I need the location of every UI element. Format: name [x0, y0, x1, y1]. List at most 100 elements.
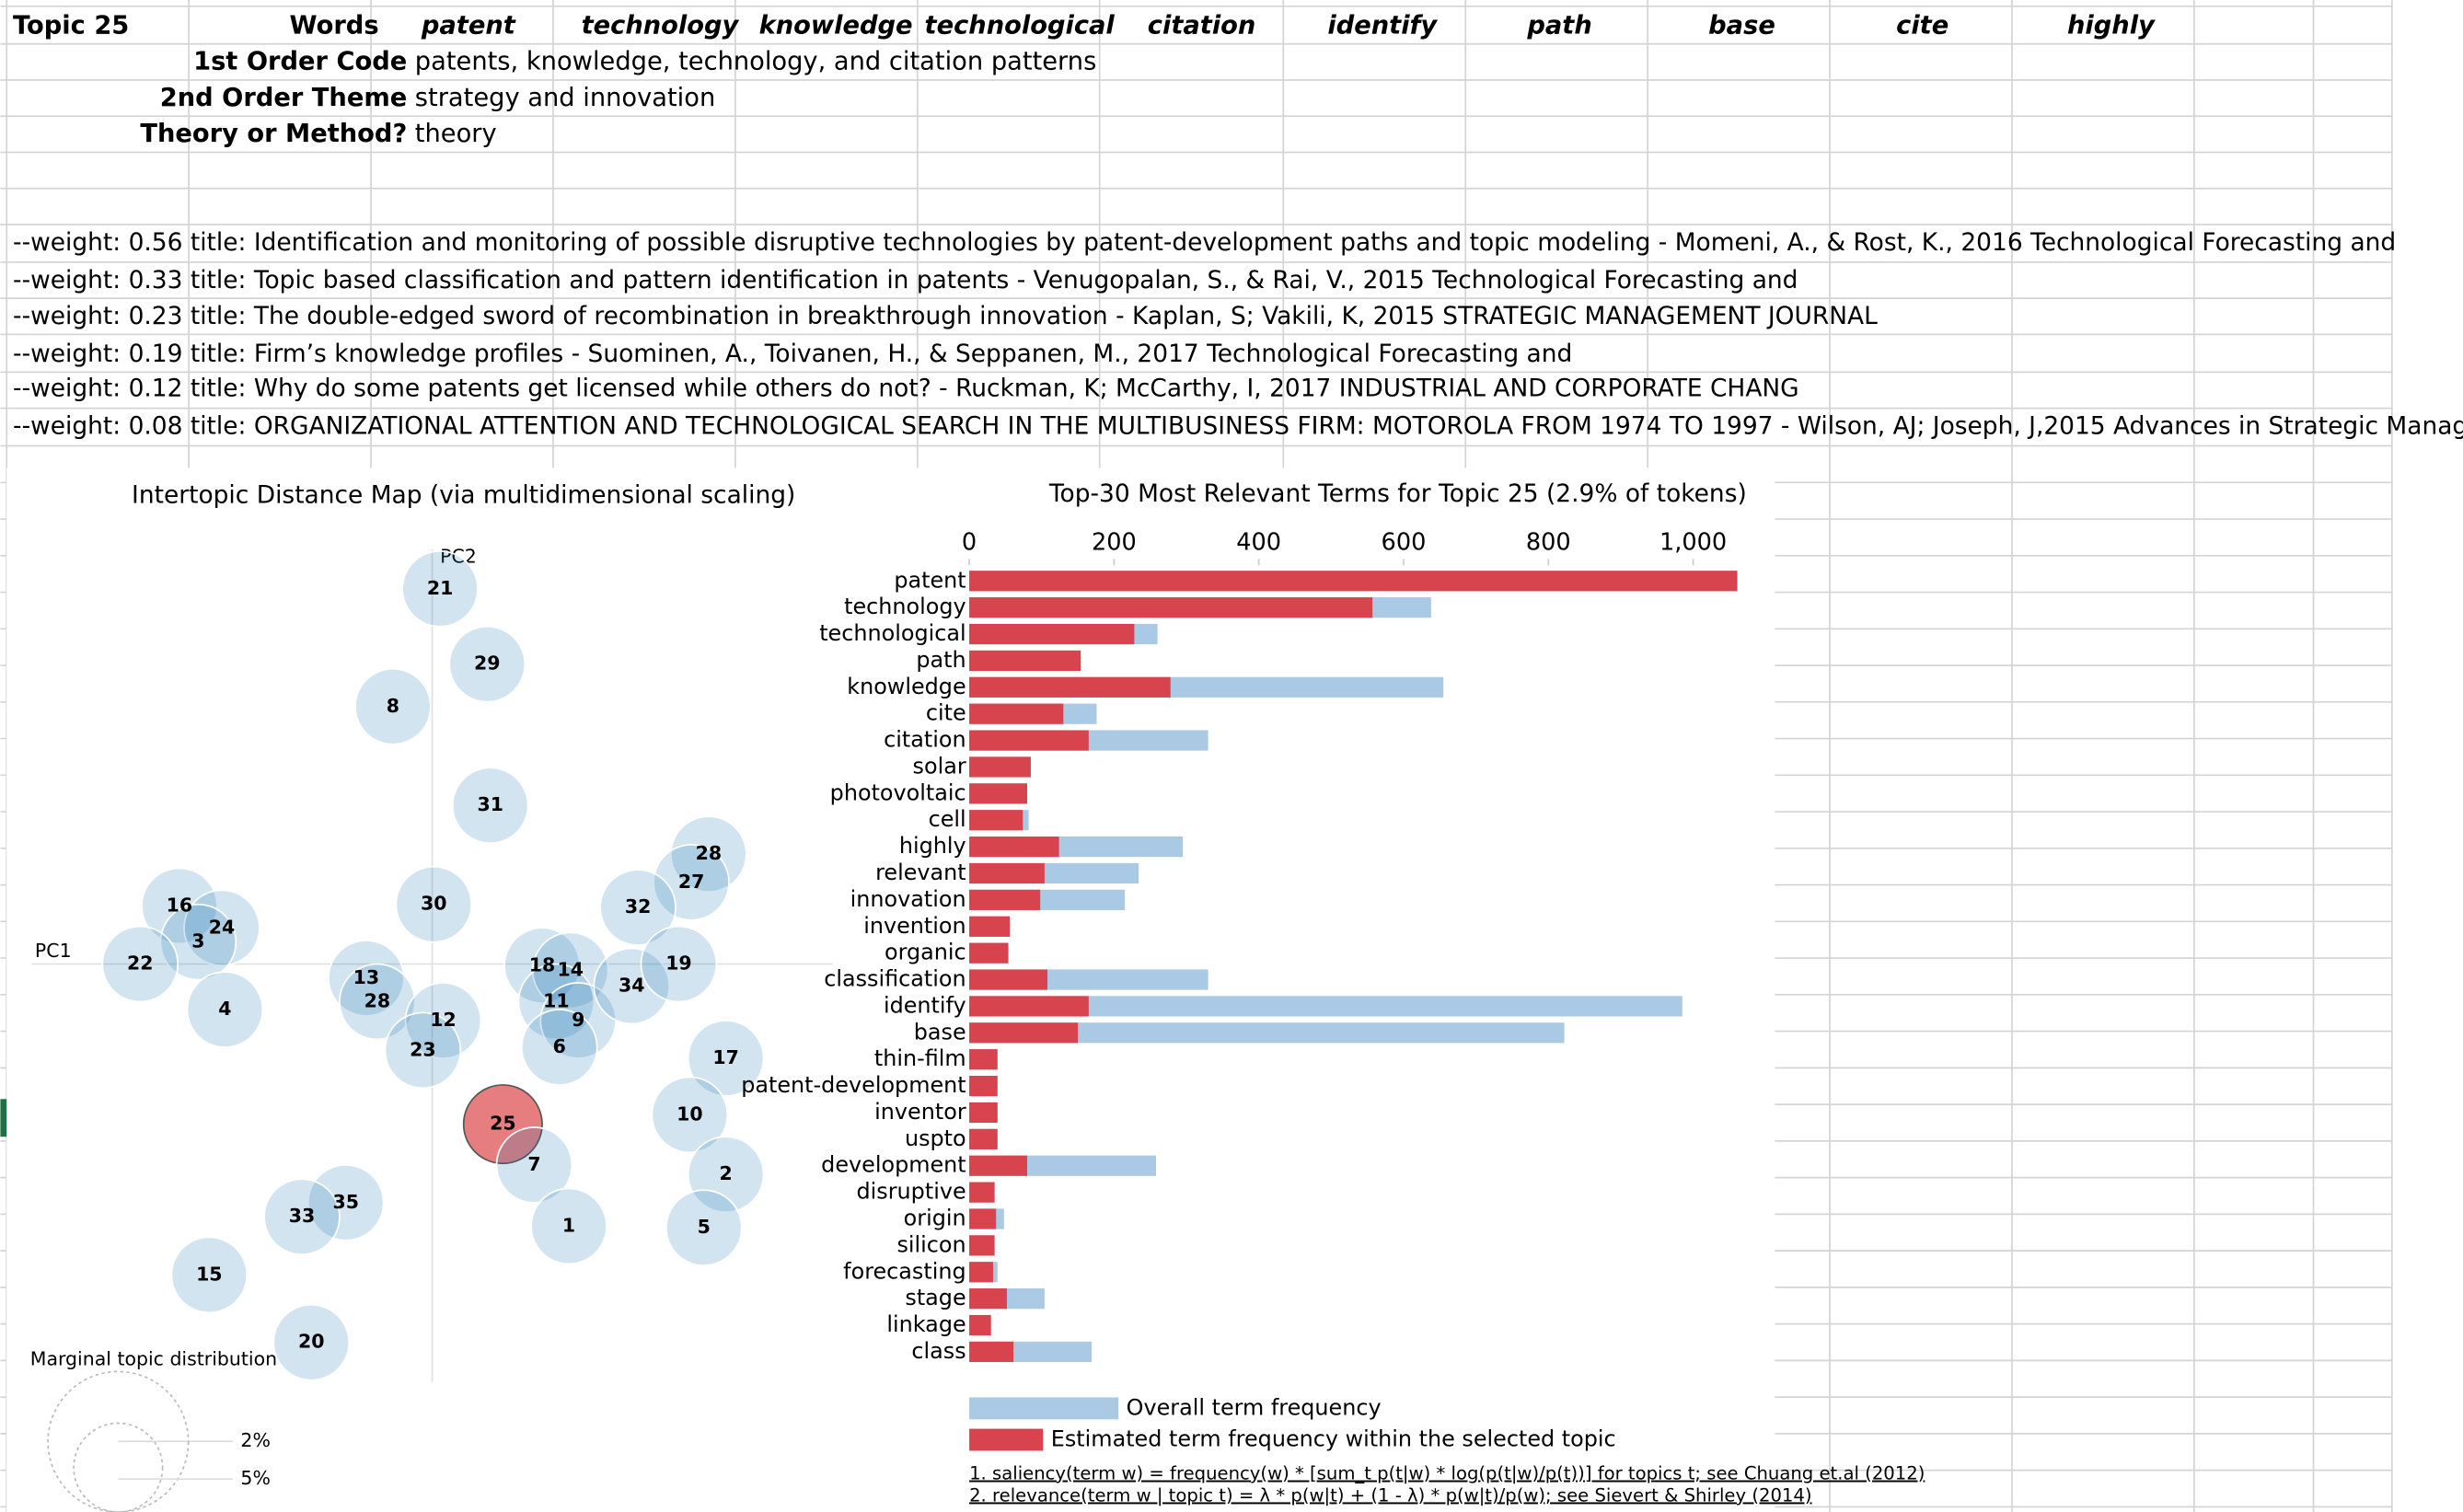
document-line: --weight: 0.56 title: Identification and…	[13, 228, 2396, 257]
term-label: technology	[844, 594, 966, 619]
topic-bar	[969, 1341, 1014, 1363]
term-label: invention	[863, 913, 966, 939]
topic-bar	[969, 730, 1089, 751]
topic-label: 12	[430, 1009, 456, 1031]
topic-circle	[599, 869, 676, 946]
topic-word: technological	[925, 12, 1116, 40]
topic-bar	[969, 1235, 995, 1256]
term-bar-chart: Top-30 Most Relevant Terms for Topic 25 …	[741, 479, 1925, 1506]
topic-label: 1	[562, 1214, 575, 1236]
topic-bar	[969, 1155, 1027, 1176]
x-tick-label: 600	[1382, 528, 1427, 556]
topic-bar	[969, 1182, 995, 1203]
topic-bar	[969, 1208, 997, 1229]
x-tick-label: 1,000	[1659, 528, 1727, 556]
topic-label: 34	[619, 974, 644, 996]
topic-bar	[969, 703, 1064, 724]
topic-label: 15	[196, 1263, 222, 1285]
document-line: --weight: 0.33 title: Topic based classi…	[13, 266, 1798, 294]
topic-circle	[687, 1136, 765, 1213]
x-tick-label: 0	[962, 528, 977, 556]
topic-label: 20	[298, 1331, 324, 1353]
topic-label: 24	[209, 916, 235, 938]
topic-circle	[401, 549, 479, 628]
term-label: linkage	[886, 1311, 966, 1337]
topic-bar	[969, 1075, 998, 1097]
topic-circle	[183, 889, 260, 967]
term-label: thin-film	[874, 1045, 966, 1071]
chart-title: Top-30 Most Relevant Terms for Topic 25 …	[1048, 479, 1747, 508]
topic-bar	[969, 1049, 998, 1070]
x-axis-label: PC1	[35, 940, 72, 962]
topic-label: 6	[553, 1035, 566, 1057]
overall-bar	[969, 996, 1682, 1017]
topic-circle	[448, 625, 526, 703]
term-label: forecasting	[843, 1258, 966, 1284]
topic-label: 23	[410, 1038, 435, 1060]
document-line: --weight: 0.12 title: Why do some patent…	[13, 375, 1799, 403]
term-label: class	[911, 1338, 966, 1364]
topic-circle	[651, 1076, 729, 1154]
term-label: inventor	[874, 1099, 966, 1125]
row-label: 1st Order Code	[193, 48, 407, 76]
term-label: technological	[819, 620, 966, 646]
row-selector[interactable]	[0, 1099, 7, 1137]
topic-label: 30	[421, 893, 446, 915]
topic-bar	[969, 969, 1048, 990]
topic-circle	[404, 982, 482, 1059]
topic-bar	[969, 676, 1171, 698]
topic-word: highly	[2067, 12, 2156, 40]
size-legend-label: 2%	[240, 1429, 270, 1451]
term-label: solar	[913, 753, 966, 779]
topic-label: 32	[625, 895, 651, 918]
topic-circle	[640, 925, 718, 1003]
topic-label: 33	[289, 1205, 315, 1227]
topic-bar	[969, 756, 1031, 778]
topic-label: 21	[427, 577, 453, 599]
topic-label: 28	[364, 990, 390, 1012]
topic-label: 3	[191, 930, 204, 952]
topic-word: patent	[421, 12, 516, 40]
topic-label: 17	[712, 1046, 738, 1068]
topic-label: 16	[167, 894, 192, 916]
topic-bar	[969, 862, 1045, 884]
topic-bar	[969, 783, 1027, 804]
legend-label: Overall term frequency	[1127, 1394, 1382, 1420]
term-label: patent-development	[741, 1072, 966, 1098]
topic-bar	[969, 1128, 998, 1149]
topic-bar	[969, 1314, 991, 1336]
topic-bar	[969, 837, 1059, 858]
topic-word: cite	[1896, 12, 1948, 40]
term-label: highly	[899, 833, 966, 859]
term-label: patent	[894, 567, 966, 593]
topic-label: Topic 25	[13, 12, 129, 40]
term-label: identify	[884, 992, 966, 1018]
topic-label: 35	[333, 1191, 359, 1213]
term-label: photovoltaic	[830, 779, 966, 805]
topic-circle	[186, 971, 264, 1048]
topic-label: 28	[696, 842, 722, 864]
topic-word: identify	[1327, 12, 1438, 40]
row-label: 2nd Order Theme	[160, 84, 408, 112]
topic-label: 4	[218, 998, 231, 1020]
topic-label: 11	[543, 990, 569, 1012]
topic-word: citation	[1148, 12, 1256, 40]
topic-circle	[520, 1009, 598, 1086]
x-tick-label: 200	[1092, 528, 1137, 556]
topic-bar	[969, 1102, 998, 1124]
size-legend-circle	[47, 1370, 190, 1512]
topic-word: technology	[582, 12, 740, 40]
topic-word: base	[1708, 12, 1775, 40]
term-label: path	[916, 647, 966, 673]
chart-title: Intertopic Distance Map (via multidimens…	[132, 481, 795, 510]
topic-label: 22	[127, 952, 153, 975]
topic-circle	[665, 1189, 743, 1266]
document-line: --weight: 0.08 title: ORGANIZATIONAL ATT…	[13, 412, 2463, 441]
topic-circle	[272, 1303, 351, 1381]
sheet-content: Topic 25 Words patent technology knowledge te…	[13, 12, 2463, 441]
topic-bar	[969, 623, 1135, 645]
topic-bar	[969, 996, 1089, 1017]
topic-circle	[653, 844, 730, 921]
topic-circle	[531, 931, 609, 1010]
